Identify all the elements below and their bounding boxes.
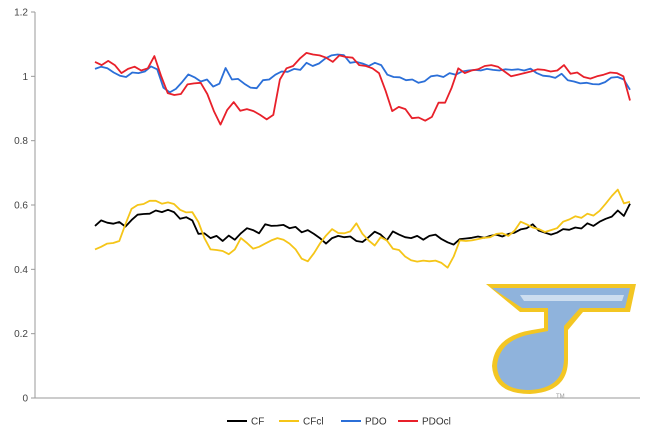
series-layer bbox=[94, 52, 631, 269]
series-line-cfcl bbox=[94, 188, 631, 269]
y-tick-label: 0 bbox=[22, 394, 28, 405]
series-line-pdo bbox=[94, 53, 631, 94]
legend-label-pdo: PDO bbox=[365, 417, 387, 428]
legend-label-cf: CF bbox=[251, 417, 264, 428]
legend: CF CFcl PDO PDOcl bbox=[227, 417, 451, 428]
legend-label-pdocl: PDOcl bbox=[422, 417, 451, 428]
logo-wing-stripe bbox=[520, 295, 624, 301]
y-tick-label: 0.2 bbox=[14, 329, 28, 340]
y-tick-label: 1.2 bbox=[14, 8, 28, 19]
y-tick-label: 0.4 bbox=[14, 265, 28, 276]
y-tick-label: 0.8 bbox=[14, 136, 28, 147]
legend-label-cfcl: CFcl bbox=[303, 417, 324, 428]
logo-trademark: TM bbox=[556, 394, 565, 400]
y-axis-ticks: 0 0.2 0.4 0.6 0.8 1 1.2 bbox=[14, 8, 35, 405]
blues-logo-icon: TM bbox=[486, 284, 636, 400]
y-tick-label: 1 bbox=[22, 72, 28, 83]
series-line-cf bbox=[94, 203, 631, 246]
y-tick-label: 0.6 bbox=[14, 201, 28, 212]
logo-note-body bbox=[492, 288, 630, 390]
series-line-pdocl bbox=[94, 52, 631, 126]
